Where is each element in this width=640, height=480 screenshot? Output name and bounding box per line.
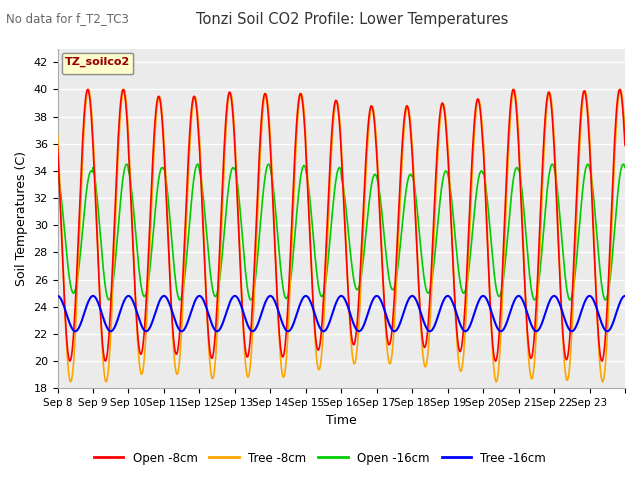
Y-axis label: Soil Temperatures (C): Soil Temperatures (C) <box>15 151 28 286</box>
Text: No data for f_T2_TC3: No data for f_T2_TC3 <box>6 12 129 25</box>
Legend:  <box>62 53 134 74</box>
Text: Tonzi Soil CO2 Profile: Lower Temperatures: Tonzi Soil CO2 Profile: Lower Temperatur… <box>196 12 508 27</box>
X-axis label: Time: Time <box>326 414 356 427</box>
Legend: Open -8cm, Tree -8cm, Open -16cm, Tree -16cm: Open -8cm, Tree -8cm, Open -16cm, Tree -… <box>89 447 551 469</box>
